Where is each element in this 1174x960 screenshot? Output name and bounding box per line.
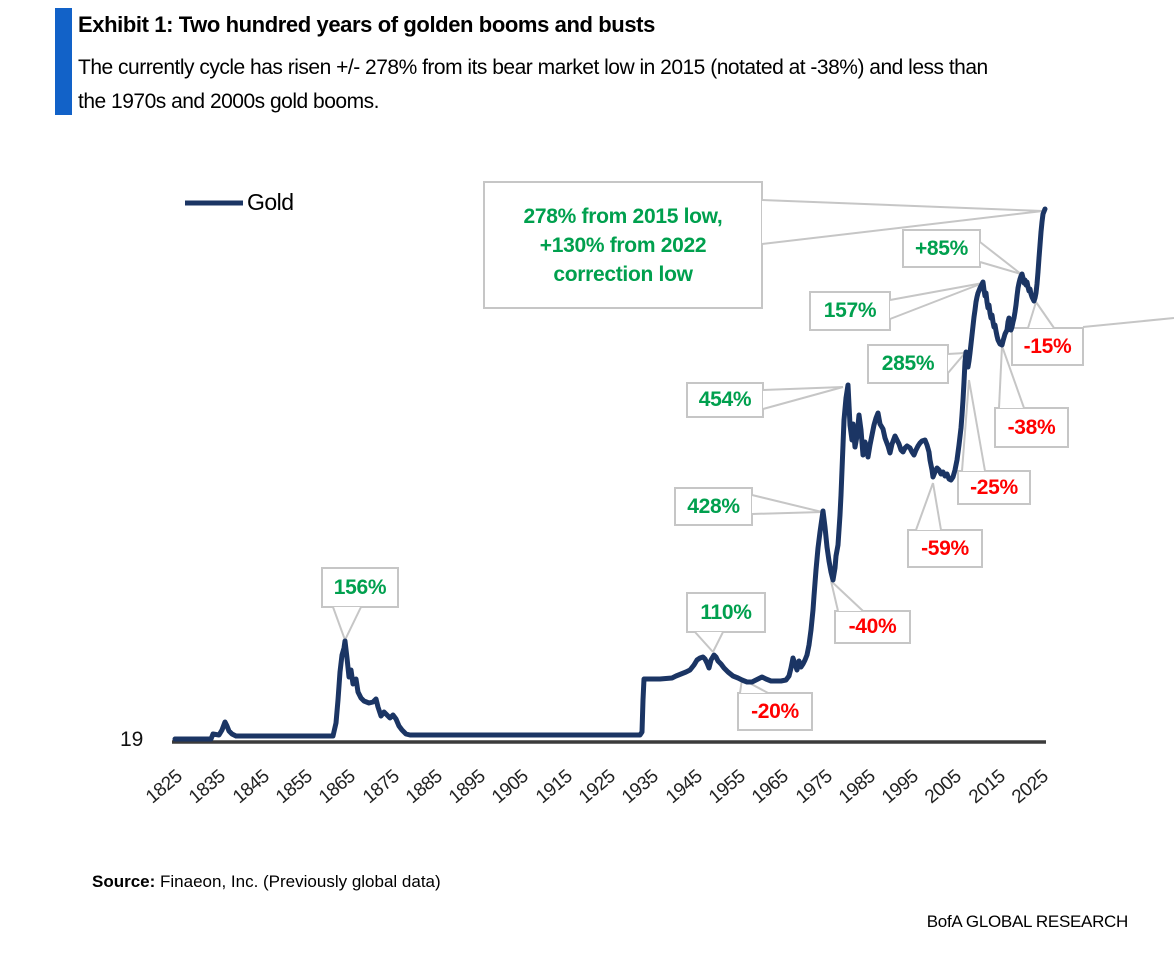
legend-label-gold: Gold: [247, 189, 294, 215]
annotation-plus85pct-tail-edge: [979, 261, 1022, 275]
annotation-minus-40pct-box: [834, 610, 911, 644]
annotation-minus-40pct-tail-edge: [830, 580, 864, 612]
annotation-285pct-tail-edge: [947, 352, 966, 355]
annotation-157pct-tail-edge: [889, 282, 984, 320]
summary-callout-tail-edge: [761, 199, 1044, 212]
annotation-label-minus-40pct: -40%: [848, 615, 897, 638]
source-text: Finaeon, Inc. (Previously global data): [155, 872, 441, 891]
annotation-label-454pct: 454%: [698, 388, 752, 411]
annotation-label-110pct: 110%: [700, 600, 752, 624]
annotation-minus-15pct-tail-edge: [1027, 301, 1037, 329]
annotation-minus-59pct-box: [907, 529, 983, 568]
source-label: Source:: [92, 872, 156, 891]
annotation-minus-38pct-tail-edge: [1001, 345, 1025, 409]
summary-callout-text: 278% from 2015 low, +130% from 2022 correc…: [484, 182, 762, 308]
annotation-428pct-tail-edge: [751, 494, 823, 513]
annotation-minus-38pct-box: [994, 407, 1069, 448]
summary-callout-line: 278% from 2015 low,: [523, 204, 723, 228]
annotation-label-minus-38pct: -38%: [1007, 415, 1056, 439]
exhibit-subtitle-line1: The currently cycle has risen +/- 278% f…: [78, 56, 988, 79]
annotation-454pct-tail-edge: [762, 386, 844, 410]
summary-callout-line: +130% from 2022: [539, 233, 707, 257]
annotation-label-428pct: 428%: [687, 494, 740, 518]
annotation-156pct-tail-edge: [332, 606, 346, 641]
annotation-plus85pct-box: [902, 229, 981, 268]
annotation-156pct-tail-fill: [333, 607, 361, 640]
summary-callout-tail-edge: [761, 210, 1044, 245]
annotation-minus-15pct-tail-edge: [1035, 301, 1055, 329]
annotation-minus-25pct-box: [957, 470, 1031, 505]
annotation-plus85pct-tail-edge: [979, 241, 1022, 275]
exhibit-subtitle-line2: the 1970s and 2000s gold booms.: [78, 90, 379, 113]
annotation-label-minus-25pct: -25%: [970, 475, 1018, 499]
annotation-110pct-box: [686, 592, 766, 633]
annotation-label-plus85pct: +85%: [914, 236, 969, 260]
annotation-110pct-tail-fill: [695, 632, 723, 652]
exhibit-accent-bar: [55, 8, 72, 115]
annotation-minus-15pct-box: [1011, 327, 1084, 366]
annotation-minus-40pct-tail-edge: [830, 580, 839, 612]
summary-callout-box: [483, 181, 763, 309]
annotation-minus-38pct-tail-edge: [998, 345, 1003, 409]
annotation-428pct-box: [674, 487, 753, 526]
annotation-minus-59pct-tail-edge: [915, 482, 934, 531]
exhibit-title: Exhibit 1: Two hundred years of golden b…: [78, 12, 655, 37]
callout-extra-line: [1082, 317, 1174, 328]
annotation-285pct-tail-edge: [947, 352, 966, 374]
annotation-label-minus-15pct: -15%: [1023, 334, 1072, 358]
annotation-454pct-tail-edge: [762, 386, 844, 391]
summary-callout-tail-fill: [762, 200, 1043, 244]
annotation-minus-59pct-tail-edge: [932, 482, 942, 531]
annotation-minus-20pct-box: [737, 692, 813, 731]
annotation-110pct-tail-edge: [694, 631, 714, 653]
annotation-minus-25pct-tail-edge: [961, 379, 970, 472]
annotation-428pct-tail-edge: [751, 511, 823, 515]
brand-bofa-global-research: BofA GLOBAL RESEARCH: [926, 912, 1129, 931]
annotation-label-156pct: 156%: [333, 575, 387, 599]
gold-price-line: [172, 206, 1048, 742]
annotation-label-285pct: 285%: [881, 352, 935, 375]
summary-callout-line: correction low: [553, 262, 693, 286]
annotation-minus-25pct-tail-edge: [968, 379, 986, 472]
annotation-110pct-tail-edge: [712, 631, 724, 653]
source-line: Source: Finaeon, Inc. (Previously global…: [92, 872, 441, 892]
annotation-157pct-tail-edge: [889, 282, 984, 301]
annotation-label-minus-20pct: -20%: [751, 699, 799, 723]
annotation-label-minus-59pct: -59%: [921, 536, 969, 560]
y-axis-baseline-label: 19: [120, 728, 144, 751]
annotation-156pct-tail-edge: [344, 606, 362, 641]
annotation-label-157pct: 157%: [823, 299, 877, 322]
